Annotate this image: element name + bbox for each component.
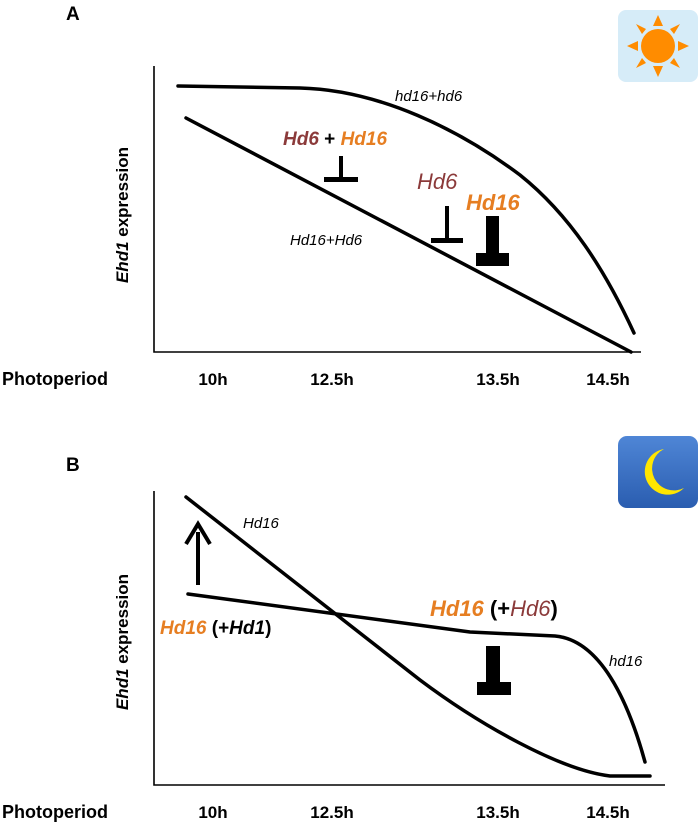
panel-a: A Ehd1 expression Photoperiod 10h 12.5h …: [2, 4, 698, 389]
panel-a-ylabel: Ehd1 expression: [113, 147, 132, 283]
panel-b-tick-10h: 10h: [198, 803, 227, 822]
panel-a-axes: [153, 66, 641, 353]
panel-a-hd6-inhibition-icon: [431, 206, 463, 243]
panel-b-up-arrow-icon: [184, 520, 212, 585]
panel-b: B Ehd1 expression Photoperiod 10h 12.5h …: [2, 436, 698, 822]
panel-a-hd16-inhibition-icon: [476, 216, 509, 266]
panel-b-tick-13-5h: 13.5h: [476, 803, 519, 822]
moon-icon: [618, 436, 698, 508]
panel-b-hd16-inhibition-icon: [477, 646, 511, 695]
sun-icon: [618, 10, 698, 82]
panel-a-hd16-label: Hd16: [466, 190, 521, 215]
panel-b-left-label: Hd16 (+Hd1): [160, 618, 271, 639]
panel-a-letter: A: [66, 4, 80, 25]
panel-a-xlabel: Photoperiod: [2, 369, 108, 389]
panel-a-curve-Hd16-Hd6: [184, 116, 633, 354]
panel-a-curve-lower-label: Hd16+Hd6: [290, 232, 363, 249]
panel-a-tick-12-5h: 12.5h: [310, 370, 353, 389]
panel-b-curve-right-label: hd16: [609, 653, 643, 670]
panel-a-tick-10h: 10h: [198, 370, 227, 389]
panel-b-axes: [153, 491, 665, 786]
panel-a-combo-inhibition-icon: [324, 156, 358, 182]
panel-b-curve-hd16: [186, 592, 647, 764]
panel-b-letter: B: [66, 455, 80, 476]
panel-b-tick-14-5h: 14.5h: [586, 803, 629, 822]
panel-a-curve-upper-label: hd16+hd6: [395, 88, 463, 105]
panel-a-hd6-label: Hd6: [417, 169, 458, 194]
panel-a-combo-label: Hd6 + Hd16: [283, 129, 387, 150]
panel-b-ylabel: Ehd1 expression: [113, 574, 132, 710]
panel-a-curve-hd16-hd6: [176, 84, 636, 335]
panel-a-tick-14-5h: 14.5h: [586, 370, 629, 389]
panel-b-xlabel: Photoperiod: [2, 802, 108, 822]
panel-b-right-label: Hd16 (+Hd6): [430, 596, 558, 621]
panel-b-curve-Hd16: [184, 495, 652, 778]
panel-b-curve-top-label: Hd16: [243, 515, 280, 532]
panel-a-tick-13-5h: 13.5h: [476, 370, 519, 389]
panel-b-tick-12-5h: 12.5h: [310, 803, 353, 822]
